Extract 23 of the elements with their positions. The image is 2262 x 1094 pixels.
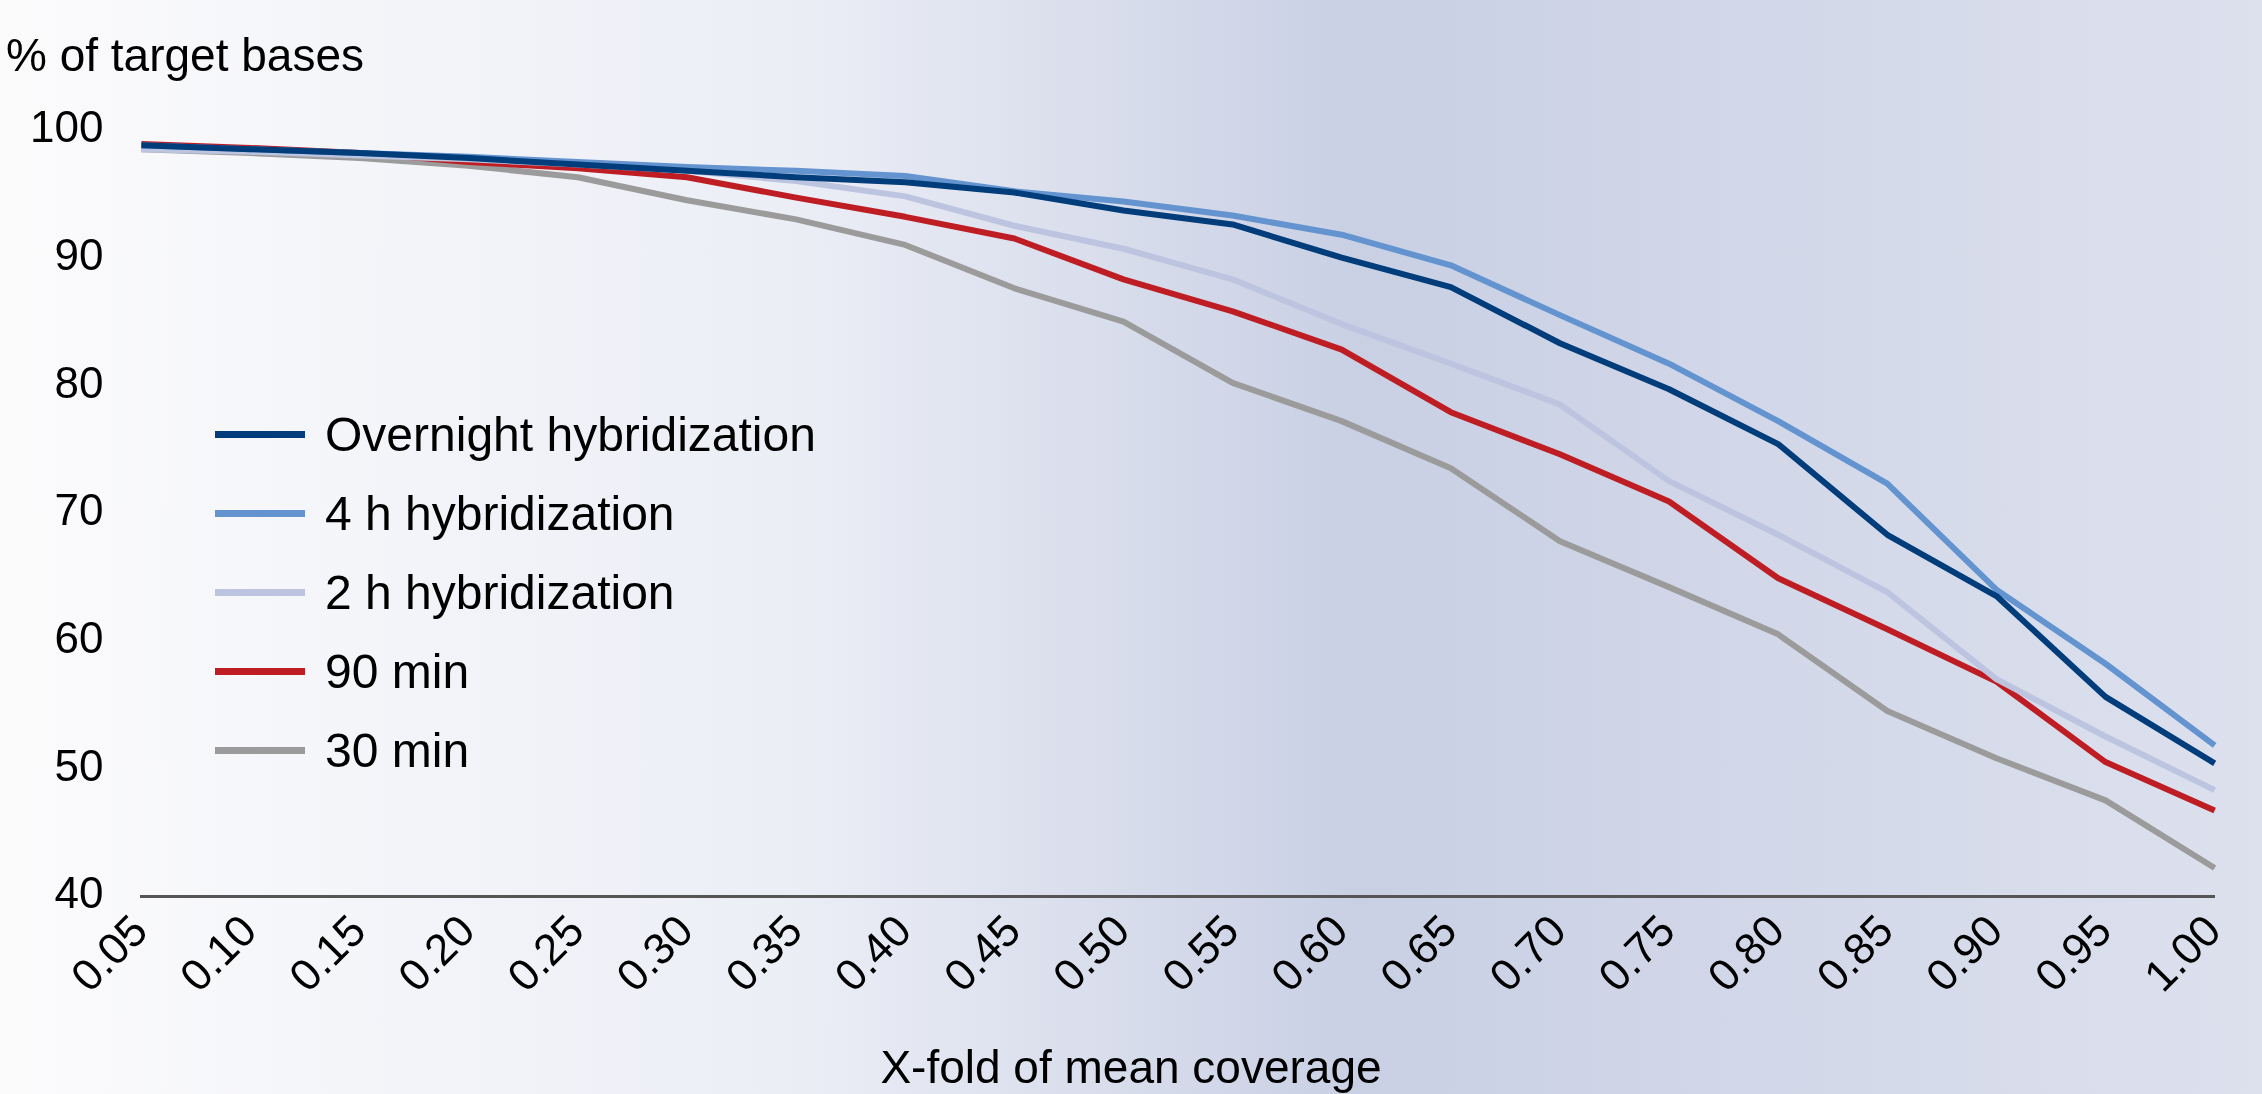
x-tick-label: 0.10 [170,905,266,1001]
x-axis-title: X-fold of mean coverage [879,1040,1383,1094]
y-tick-label: 90 [54,229,104,279]
x-tick-label: 0.60 [1261,905,1357,1001]
y-tick-label: 60 [54,612,104,662]
x-tick-label: 0.80 [1697,905,1794,1001]
y-axis-title: % of target bases [6,28,364,82]
y-tick-label: 50 [54,740,104,790]
legend-label: 90 min [325,644,470,699]
y-tick-label: 80 [54,357,104,407]
x-tick-label: 0.90 [1916,905,2012,1001]
legend-label: 4 h hybridization [325,486,675,541]
y-tick-label: 100 [29,102,104,152]
x-tick-label: 0.40 [824,905,921,1001]
x-tick-label: 0.50 [1043,905,1139,1001]
x-tick-label: 0.70 [1479,905,1575,1001]
x-tick-label: 0.30 [606,905,702,1001]
legend-label: Overnight hybridization [325,407,816,462]
y-tick-label: 70 [54,485,104,535]
legend-label: 2 h hybridization [325,565,675,620]
x-tick-label: 0.20 [388,905,484,1001]
y-tick-label: 40 [54,868,104,918]
legend-label: 30 min [325,723,470,778]
